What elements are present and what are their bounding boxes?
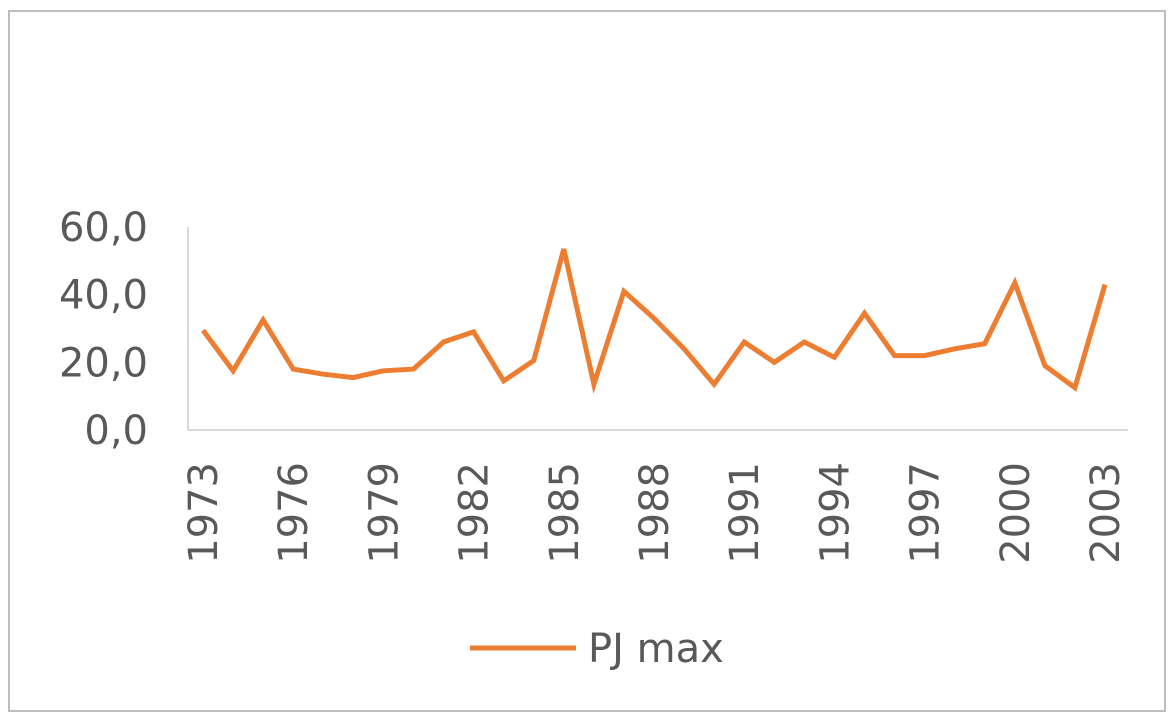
x-axis-ticks: 1973 1976 1979 1982 1985 1988 1991 1994 1997 2000…	[181, 462, 1129, 564]
x-tick-label: 2000	[993, 462, 1039, 564]
x-tick-label: 1991	[722, 462, 768, 564]
y-tick-label: 0,0	[84, 408, 148, 454]
y-tick-label: 60,0	[59, 205, 148, 251]
y-axis-ticks: 0,0 20,0 40,0 60,0	[59, 205, 148, 454]
y-tick-label: 40,0	[59, 273, 148, 319]
y-tick-label: 20,0	[59, 340, 148, 386]
x-tick-label: 2003	[1083, 462, 1129, 564]
x-tick-label: 1988	[632, 462, 678, 564]
x-tick-label: 1985	[542, 462, 588, 564]
series-line	[200, 248, 1108, 394]
x-tick-label: 1979	[361, 462, 407, 564]
axes	[187, 227, 1128, 431]
legend: PJ max	[470, 626, 724, 672]
legend-label: PJ max	[588, 626, 724, 672]
x-tick-label: 1973	[181, 462, 227, 564]
x-tick-label: 1976	[271, 462, 317, 564]
series-lines	[200, 248, 1108, 394]
x-tick-label: 1982	[452, 462, 498, 564]
x-tick-label: 1994	[812, 462, 858, 564]
x-tick-label: 1997	[903, 462, 949, 564]
